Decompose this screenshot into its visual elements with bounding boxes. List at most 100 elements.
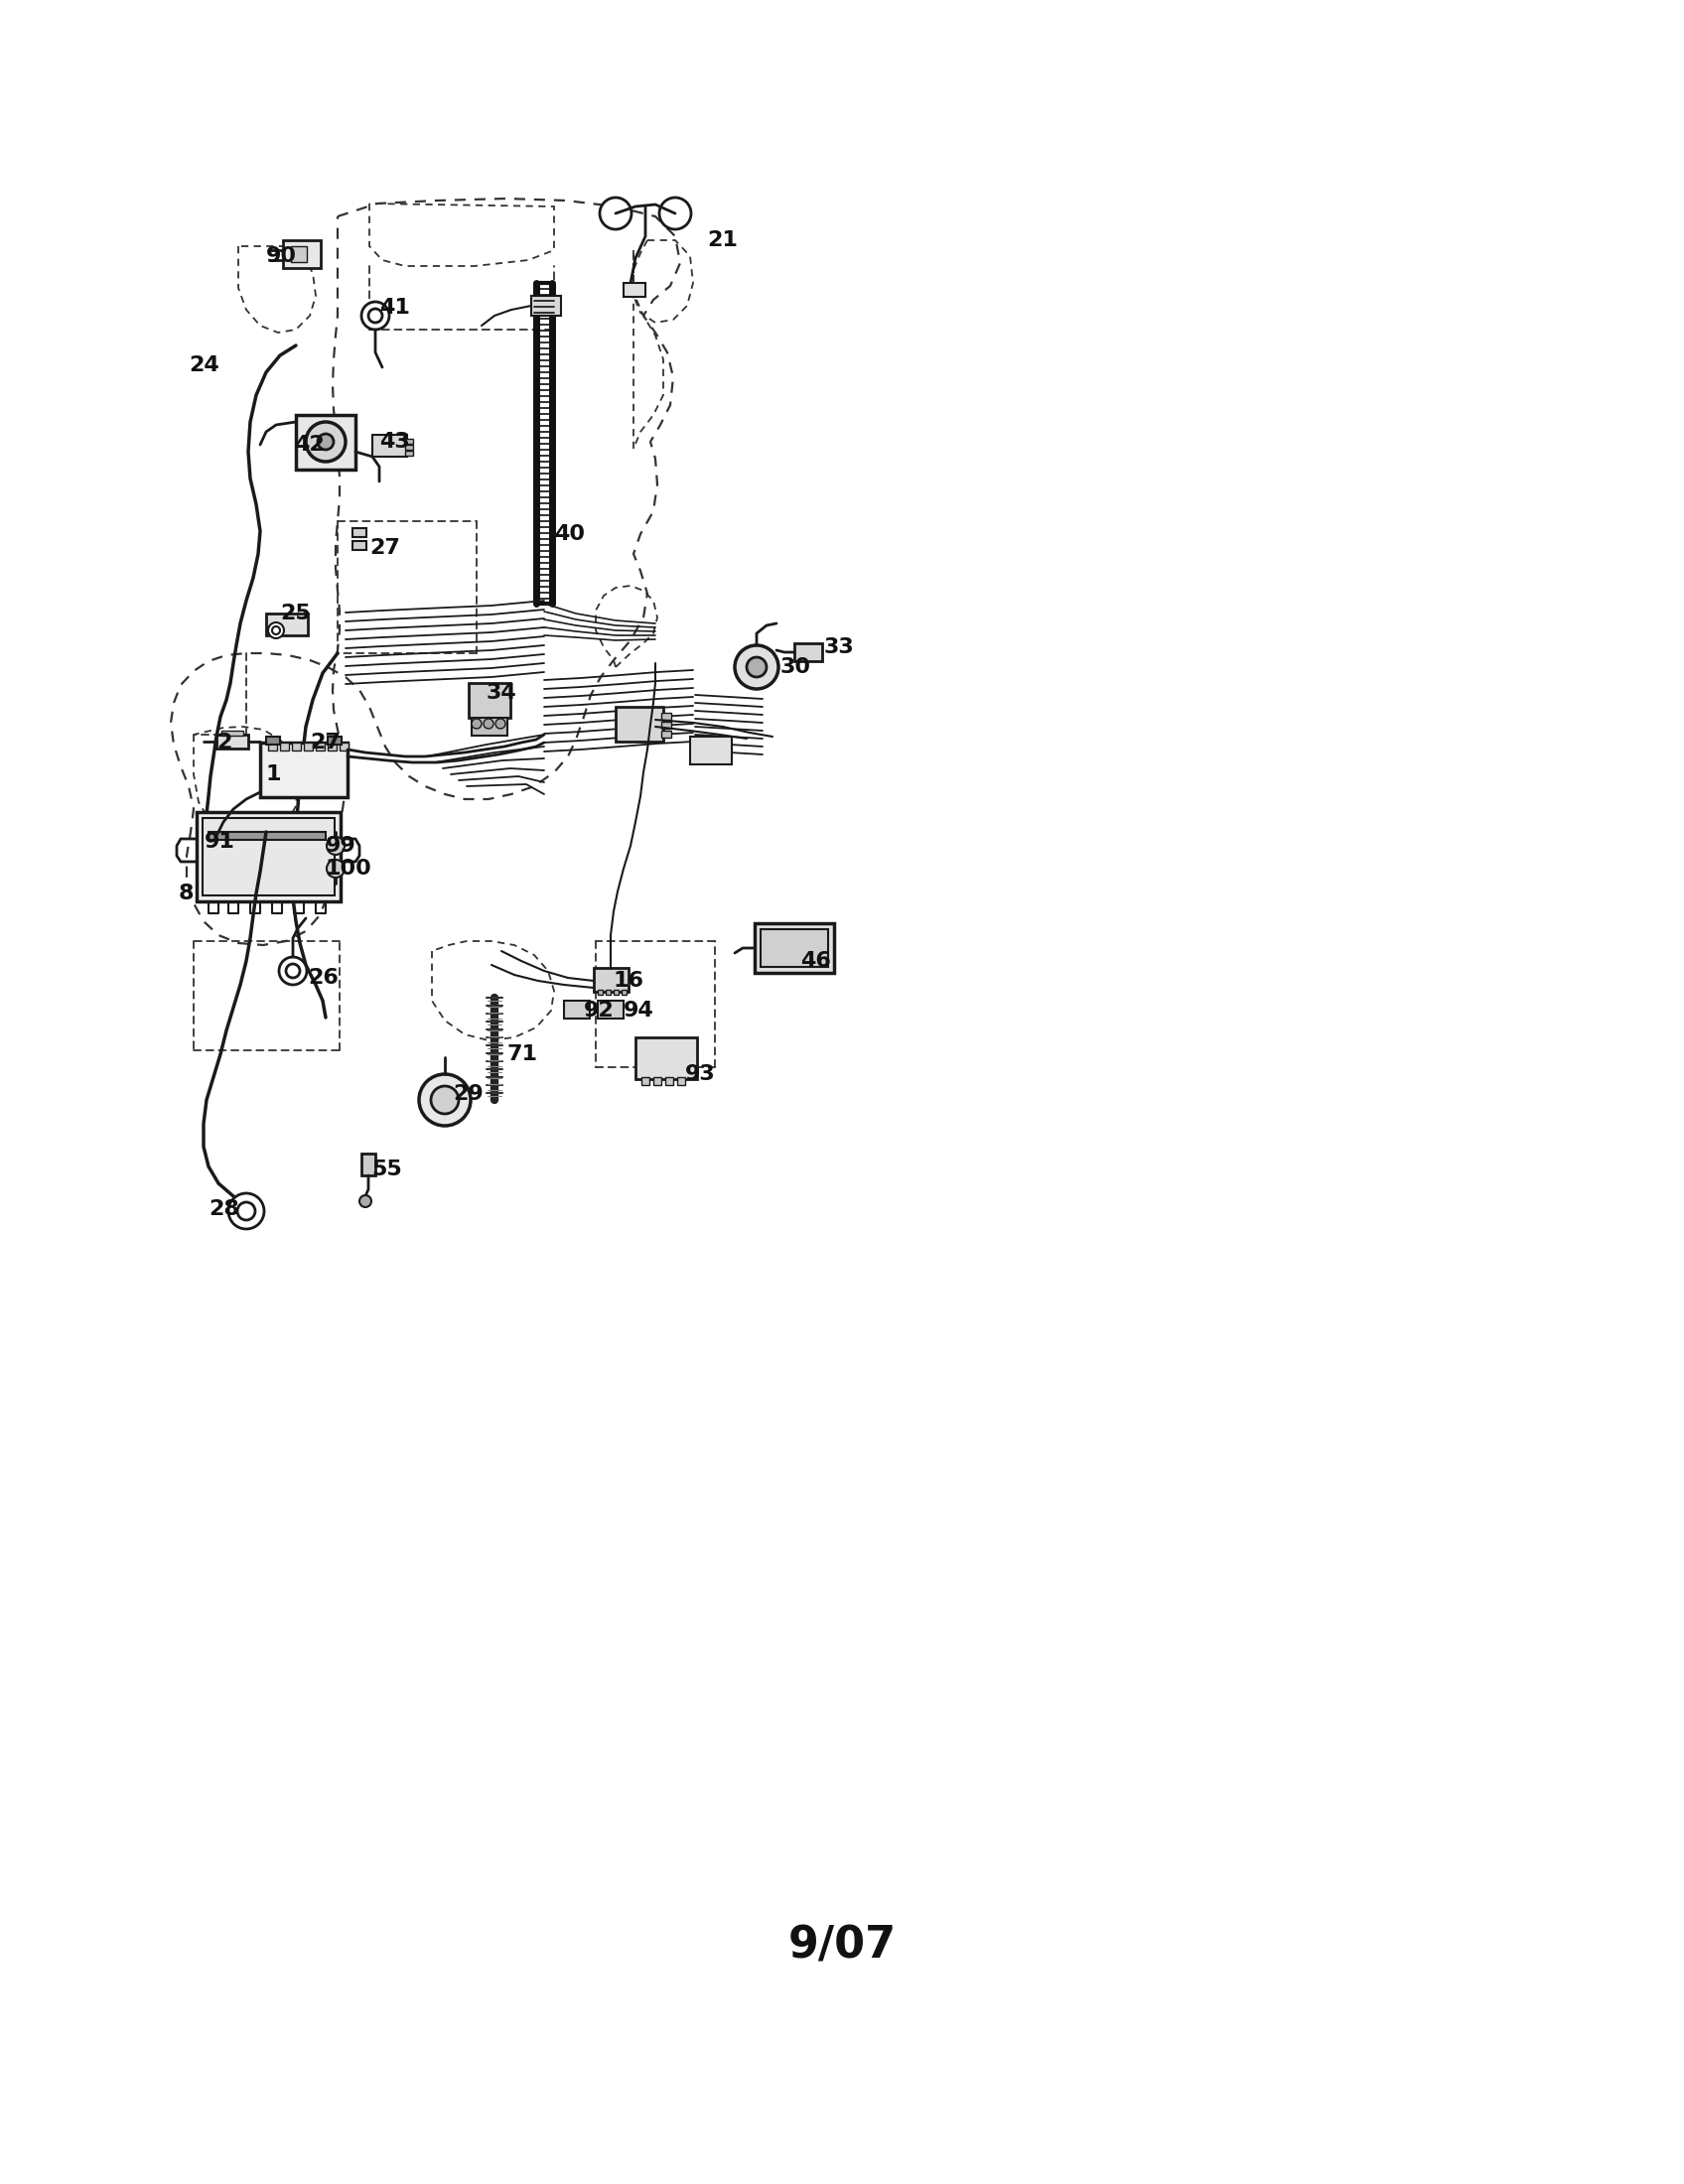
Bar xyxy=(209,832,325,841)
Text: 42: 42 xyxy=(295,435,325,454)
Text: 71: 71 xyxy=(507,1044,537,1064)
Text: 9/07: 9/07 xyxy=(788,1924,896,1968)
Circle shape xyxy=(483,719,493,729)
Bar xyxy=(266,614,308,636)
Bar xyxy=(352,529,367,537)
Text: 55: 55 xyxy=(372,1160,402,1179)
Bar xyxy=(613,989,618,994)
Bar xyxy=(266,736,280,745)
Circle shape xyxy=(419,1075,470,1125)
Bar xyxy=(340,743,349,751)
Bar xyxy=(296,415,355,470)
Bar xyxy=(795,644,822,662)
Bar xyxy=(217,734,248,749)
Circle shape xyxy=(327,860,345,878)
Circle shape xyxy=(268,622,285,638)
Bar xyxy=(621,989,626,994)
Circle shape xyxy=(660,197,690,229)
Text: 30: 30 xyxy=(780,657,812,677)
Circle shape xyxy=(472,719,482,729)
Bar xyxy=(594,968,628,992)
Bar xyxy=(372,435,408,456)
Text: 99: 99 xyxy=(325,836,357,856)
Text: 29: 29 xyxy=(453,1083,483,1103)
Bar xyxy=(328,736,342,745)
Bar xyxy=(268,743,278,751)
Bar xyxy=(754,924,834,972)
Bar xyxy=(352,542,367,550)
Bar xyxy=(662,732,672,738)
Text: 43: 43 xyxy=(379,432,409,452)
Text: 27: 27 xyxy=(310,732,340,753)
Bar xyxy=(616,708,663,743)
Text: 92: 92 xyxy=(584,1000,615,1020)
Circle shape xyxy=(600,197,632,229)
Bar xyxy=(406,439,413,443)
Circle shape xyxy=(734,644,778,688)
Text: 40: 40 xyxy=(554,524,584,544)
Circle shape xyxy=(362,301,389,330)
Bar xyxy=(623,284,645,297)
Bar xyxy=(362,1153,376,1175)
Bar xyxy=(317,743,325,751)
Bar xyxy=(291,743,301,751)
Text: 94: 94 xyxy=(623,1000,653,1020)
Bar xyxy=(642,1077,650,1085)
Bar xyxy=(564,1000,589,1018)
Circle shape xyxy=(318,435,333,450)
Circle shape xyxy=(327,836,345,854)
Bar xyxy=(530,295,561,317)
Circle shape xyxy=(306,422,345,461)
Text: 33: 33 xyxy=(823,638,855,657)
Bar xyxy=(598,989,603,994)
Circle shape xyxy=(369,308,382,323)
Bar xyxy=(291,247,306,262)
Text: 27: 27 xyxy=(369,537,401,557)
Circle shape xyxy=(280,957,306,985)
Text: 1: 1 xyxy=(266,764,281,784)
Text: 16: 16 xyxy=(613,972,645,992)
Bar xyxy=(472,719,507,736)
Bar xyxy=(202,819,335,895)
Text: 41: 41 xyxy=(379,297,409,317)
Circle shape xyxy=(273,627,280,633)
Bar xyxy=(328,743,337,751)
Text: 25: 25 xyxy=(280,603,310,622)
Circle shape xyxy=(746,657,766,677)
Text: 46: 46 xyxy=(800,950,830,972)
Text: 8: 8 xyxy=(179,885,194,904)
Bar xyxy=(221,732,242,736)
Bar xyxy=(665,1077,674,1085)
Text: 2: 2 xyxy=(217,732,232,753)
Text: 93: 93 xyxy=(685,1064,716,1083)
Bar xyxy=(606,989,611,994)
Bar xyxy=(259,743,347,797)
Bar xyxy=(197,812,340,902)
Circle shape xyxy=(229,1192,264,1230)
Circle shape xyxy=(237,1201,256,1221)
Bar xyxy=(468,684,510,719)
Bar xyxy=(283,240,320,269)
Bar xyxy=(303,743,313,751)
Text: 28: 28 xyxy=(209,1199,239,1219)
Bar xyxy=(662,721,672,729)
Bar xyxy=(662,712,672,721)
Text: 100: 100 xyxy=(325,858,372,878)
Bar xyxy=(406,450,413,456)
Bar xyxy=(406,446,413,450)
Text: 26: 26 xyxy=(308,968,338,987)
Bar xyxy=(677,1077,685,1085)
Bar xyxy=(761,928,829,968)
Text: 24: 24 xyxy=(189,356,219,376)
Circle shape xyxy=(495,719,505,729)
Circle shape xyxy=(431,1085,458,1114)
Circle shape xyxy=(286,963,300,978)
Bar xyxy=(280,743,290,751)
Text: 34: 34 xyxy=(487,684,517,703)
Bar xyxy=(598,1000,623,1018)
Bar xyxy=(653,1077,662,1085)
Circle shape xyxy=(359,1195,372,1208)
Text: 91: 91 xyxy=(204,832,236,852)
Text: 90: 90 xyxy=(266,247,296,266)
Bar xyxy=(690,736,733,764)
